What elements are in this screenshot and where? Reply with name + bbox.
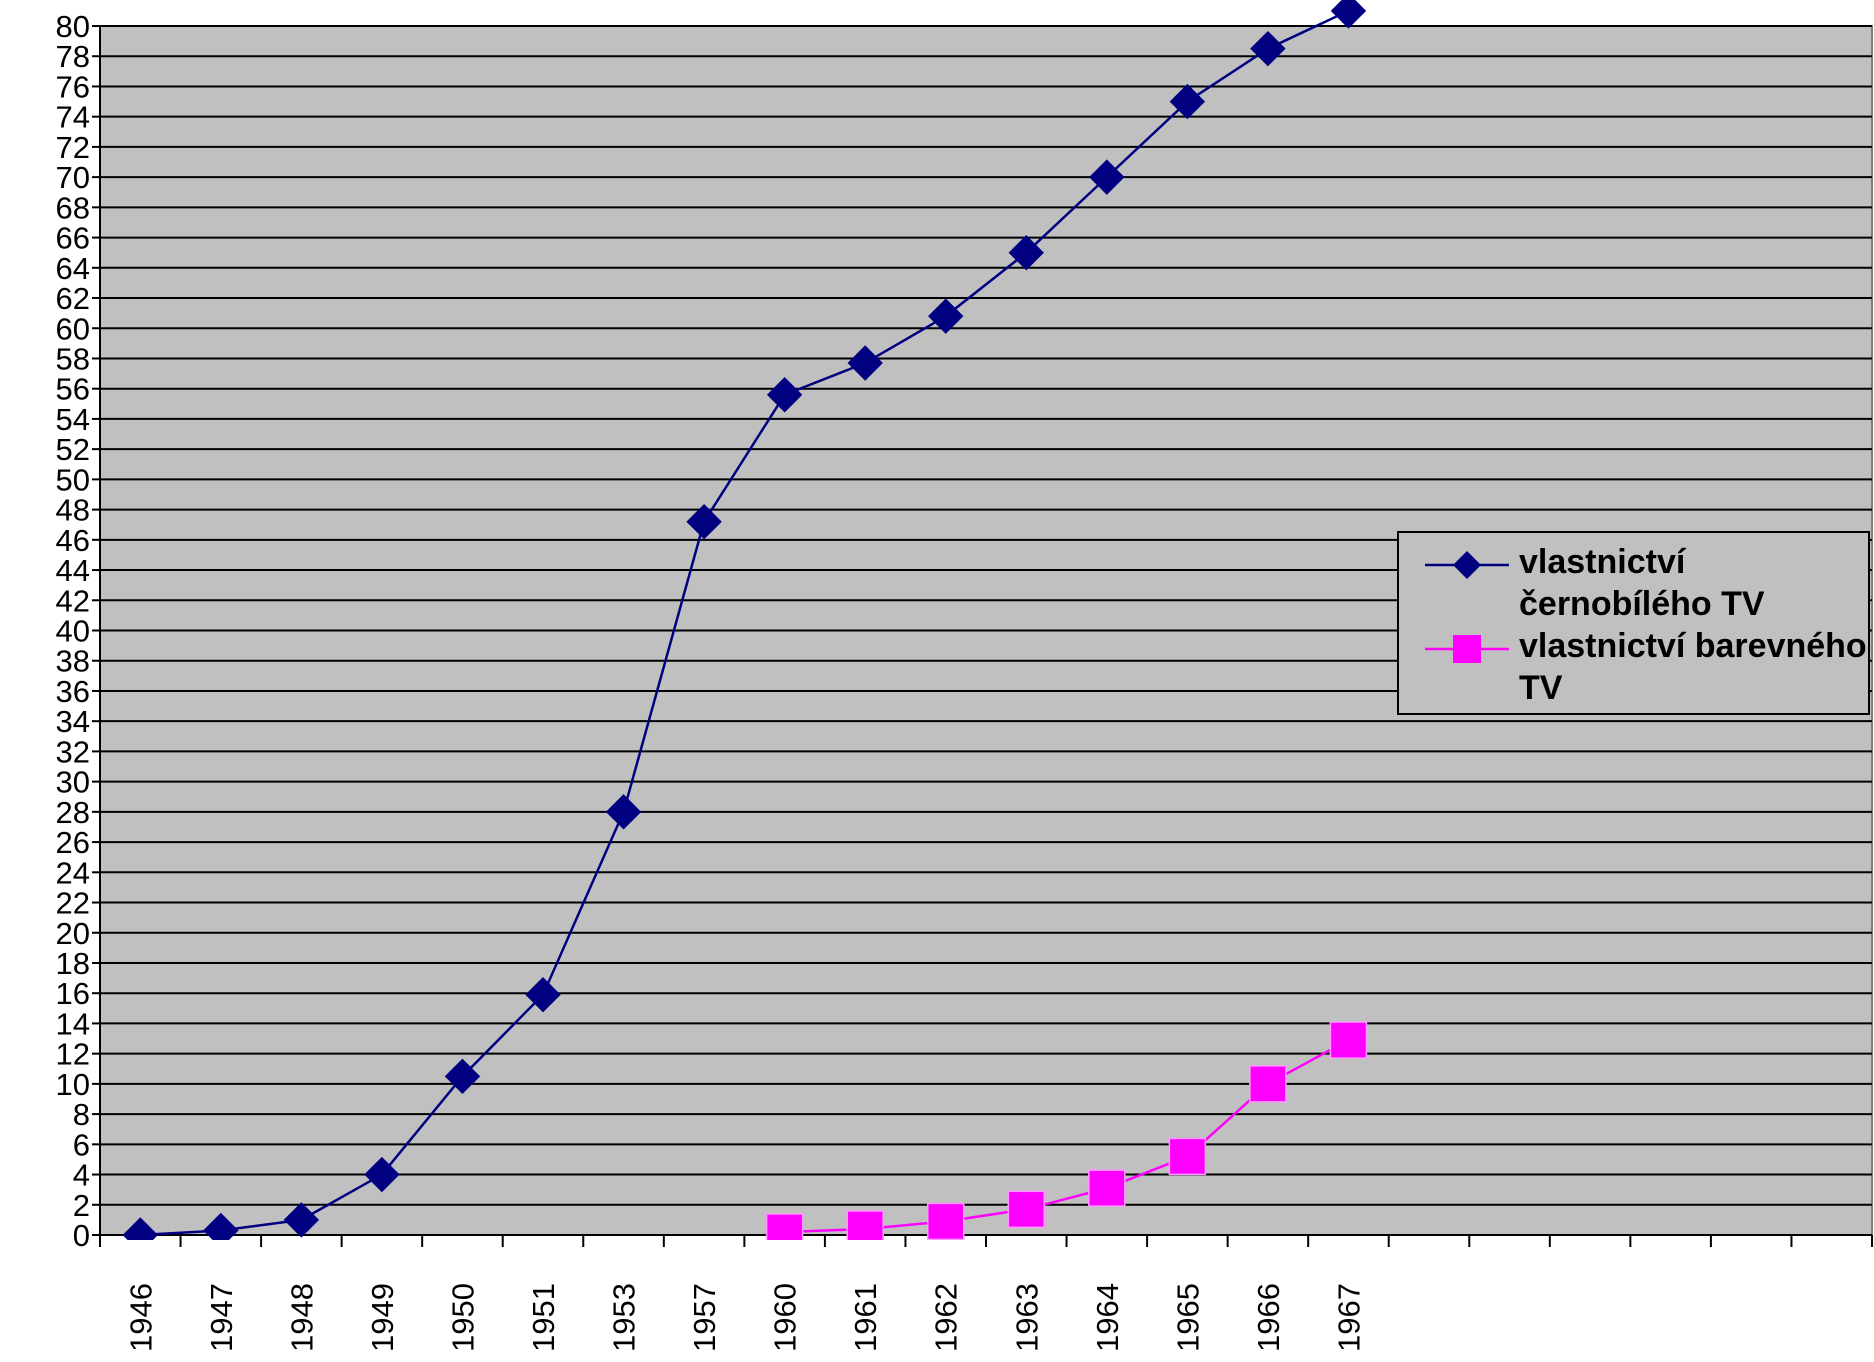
x-tick-label: 1963 <box>1009 1283 1044 1352</box>
y-tick-label: 64 <box>56 251 90 286</box>
y-tick-label: 72 <box>56 130 90 165</box>
y-tick-label: 62 <box>56 281 90 316</box>
y-tick-label: 56 <box>56 372 90 407</box>
y-tick-label: 10 <box>56 1067 90 1102</box>
y-tick-label: 66 <box>56 221 90 256</box>
x-tick-label: 1949 <box>365 1283 400 1352</box>
y-tick-label: 6 <box>73 1127 90 1162</box>
x-tick-label: 1966 <box>1251 1283 1286 1352</box>
marker <box>928 298 964 334</box>
y-tick-label: 58 <box>56 341 90 376</box>
y-tick-label: 24 <box>56 855 90 890</box>
y-tick-label: 74 <box>56 100 90 135</box>
y-tick-label: 70 <box>56 160 90 195</box>
marker <box>1169 83 1206 120</box>
x-tick-label: 1953 <box>607 1283 642 1352</box>
legend-item: vlastnictví barevného TV <box>1399 619 1868 707</box>
y-tick-label: 40 <box>56 614 90 649</box>
y-tick-label: 0 <box>73 1218 90 1253</box>
y-tick-label: 14 <box>56 1006 90 1041</box>
legend-symbol <box>1425 635 1509 663</box>
marker <box>1088 1169 1126 1207</box>
marker <box>765 1213 804 1240</box>
y-tick-label: 16 <box>56 976 90 1011</box>
marker <box>1008 234 1044 271</box>
legend: vlastnictví černobílého TV vlastnictví ba… <box>1397 531 1870 715</box>
x-tick-label: 1957 <box>687 1283 722 1352</box>
y-tick-label: 80 <box>56 9 90 44</box>
y-tick-label: 2 <box>73 1188 90 1223</box>
y-tick-label: 78 <box>56 39 90 74</box>
marker <box>364 1156 400 1193</box>
y-tick-label: 8 <box>73 1097 90 1132</box>
y-tick-label: 68 <box>56 190 90 225</box>
y-tick-label: 28 <box>56 795 90 830</box>
x-tick-label: 1951 <box>526 1283 561 1352</box>
y-tick-label: 36 <box>56 674 90 709</box>
marker <box>203 1212 239 1240</box>
y-tick-label: 26 <box>56 825 90 860</box>
y-tick-label: 42 <box>56 583 90 618</box>
y-tick-label: 76 <box>56 69 90 104</box>
marker <box>444 1058 481 1095</box>
x-tick-label: 1962 <box>929 1283 964 1352</box>
marker <box>926 1202 965 1240</box>
y-tick-label: 46 <box>56 523 90 558</box>
x-tick-label: 1960 <box>768 1283 803 1352</box>
y-tick-label: 54 <box>56 402 90 437</box>
y-tick-label: 22 <box>56 886 90 921</box>
y-tick-label: 4 <box>73 1158 90 1193</box>
x-tick-label: 1950 <box>445 1283 480 1352</box>
y-tick-label: 50 <box>56 462 90 497</box>
legend-marker <box>1453 635 1481 663</box>
marker <box>283 1202 320 1238</box>
marker <box>1330 0 1367 29</box>
legend-symbol <box>1425 551 1509 579</box>
marker <box>1250 30 1286 67</box>
y-tick-label: 44 <box>56 553 90 588</box>
marker <box>1329 1021 1368 1059</box>
y-tick-label: 52 <box>56 432 90 467</box>
marker <box>766 377 803 413</box>
series-group <box>122 0 1368 1240</box>
series-line <box>140 9 1349 1237</box>
y-tick-label: 48 <box>56 493 90 528</box>
marker <box>1089 159 1125 195</box>
marker <box>846 1210 884 1240</box>
y-tick-label: 20 <box>56 916 90 951</box>
legend-label: vlastnictví barevného TV <box>1519 627 1867 707</box>
legend-item: vlastnictví černobílého TV <box>1399 535 1868 623</box>
x-tick-label: 1965 <box>1170 1283 1205 1352</box>
marker <box>1249 1065 1287 1103</box>
x-tick-label: 1961 <box>848 1283 883 1352</box>
x-tick-label: 1946 <box>123 1283 158 1352</box>
y-tick-label: 38 <box>56 644 90 679</box>
marker <box>847 345 883 381</box>
legend-marker <box>1453 551 1481 579</box>
y-tick-label: 12 <box>56 1037 90 1072</box>
y-tick-label: 34 <box>56 704 90 739</box>
y-tick-label: 30 <box>56 765 90 800</box>
x-tick-label: 1964 <box>1090 1283 1125 1352</box>
y-tick-label: 60 <box>56 311 90 346</box>
x-tick-label: 1947 <box>204 1283 239 1352</box>
marker <box>1007 1190 1046 1229</box>
x-tick-label: 1967 <box>1331 1283 1366 1352</box>
y-tick-label: 32 <box>56 734 90 769</box>
legend-label: vlastnictví černobílého TV <box>1519 543 1765 623</box>
marker <box>605 794 642 830</box>
marker <box>1168 1137 1207 1176</box>
marker <box>525 977 561 1013</box>
marker <box>122 1217 158 1240</box>
y-tick-label: 18 <box>56 946 90 981</box>
marker <box>686 503 722 540</box>
x-tick-label: 1948 <box>284 1283 319 1352</box>
